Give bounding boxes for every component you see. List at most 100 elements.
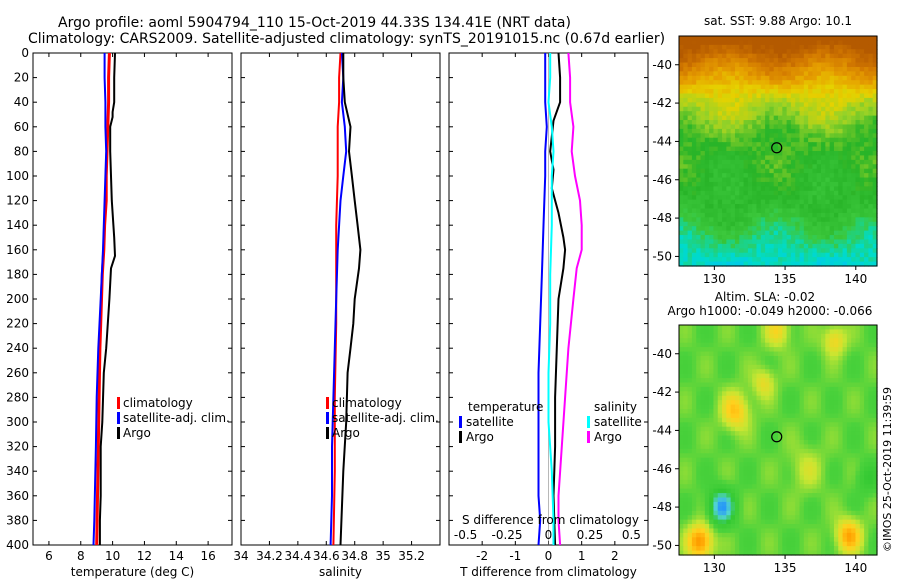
map-cell [786, 532, 792, 538]
map-cell [747, 80, 753, 86]
map-cell [829, 133, 835, 139]
map-cell [704, 347, 710, 353]
map-cell [769, 243, 775, 249]
map-cell [786, 199, 792, 205]
map-cell [821, 422, 826, 428]
map-cell [803, 479, 809, 485]
map-cell [739, 66, 745, 72]
map-cell [709, 470, 715, 476]
map-cell [683, 435, 689, 441]
map-cell [868, 364, 874, 370]
map-cell [687, 409, 693, 415]
map-cell [782, 506, 788, 512]
map-cell [760, 378, 766, 384]
map-cell [838, 155, 844, 161]
map-cell [722, 221, 727, 227]
map-cell [786, 195, 792, 201]
map-cell [704, 426, 710, 432]
map-cell [864, 71, 869, 77]
map-cell [842, 382, 848, 388]
map-cell [833, 115, 839, 121]
map-cell [743, 431, 749, 437]
map-cell [803, 239, 809, 245]
map-cell [760, 409, 766, 415]
map-cell [846, 413, 852, 419]
map-cell [838, 448, 844, 454]
map-cell [790, 66, 796, 72]
map-cell [773, 217, 779, 223]
map-cell [765, 159, 770, 165]
map-cell [872, 395, 878, 401]
map-cell [752, 199, 758, 205]
map-cell [795, 466, 801, 472]
map-cell [739, 426, 745, 432]
map-cell [743, 199, 749, 205]
map-cell [704, 431, 710, 437]
map-cell [833, 146, 839, 152]
map-cell [726, 497, 732, 503]
map-cell [679, 128, 684, 134]
map-cell [709, 195, 715, 201]
map-cell [868, 426, 874, 432]
map-cell [704, 470, 710, 476]
map-cell [851, 444, 857, 450]
map-cell [829, 448, 835, 454]
map-cell [829, 146, 835, 152]
map-cell [782, 102, 788, 108]
map-cell [739, 355, 745, 361]
map-cell [859, 386, 865, 392]
map-cell [717, 347, 723, 353]
map-cell [760, 142, 766, 148]
map-cell [864, 453, 869, 459]
map-cell [778, 80, 783, 86]
map-cell [868, 462, 874, 468]
map-cell [825, 466, 831, 472]
map-cell [773, 36, 779, 42]
map-cell [842, 111, 848, 117]
map-cell [833, 164, 839, 170]
x-tick-label: 2 [611, 549, 619, 563]
map-cell [838, 351, 844, 357]
map-cell [795, 369, 801, 375]
map-cell [765, 115, 770, 121]
map-cell [790, 400, 796, 406]
map-cell [859, 212, 865, 218]
map-cell [752, 431, 758, 437]
map-cell [799, 235, 805, 241]
map-cell [752, 226, 758, 232]
map-cell [679, 261, 684, 267]
map-cell [691, 53, 697, 59]
map-cell [812, 80, 818, 86]
map-cell [812, 159, 818, 165]
map-cell [812, 71, 818, 77]
map-cell [825, 382, 831, 388]
map-cell [730, 391, 736, 397]
map-cell [683, 470, 689, 476]
map-cell [713, 501, 719, 507]
map-cell [829, 515, 835, 521]
map-cell [795, 422, 801, 428]
map-cell [846, 212, 852, 218]
map-cell [786, 470, 792, 476]
map-cell [872, 355, 878, 361]
map-cell [717, 71, 723, 77]
map-cell [833, 360, 839, 366]
map-cell [734, 470, 740, 476]
map-cell [717, 115, 723, 121]
map-cell [803, 181, 809, 187]
map-cell [700, 364, 706, 370]
map-cell [782, 137, 788, 143]
map-cell [704, 53, 710, 59]
map-cell [756, 466, 762, 472]
map-cell [717, 261, 723, 267]
map-cell [756, 537, 762, 543]
map-cell [709, 235, 715, 241]
map-cell [842, 462, 848, 468]
map-cell [868, 235, 874, 241]
map-cell [683, 493, 689, 499]
map-cell [851, 146, 857, 152]
map-cell [700, 426, 706, 432]
map-cell [679, 373, 684, 379]
map-cell [812, 369, 818, 375]
map-cell [864, 519, 869, 525]
